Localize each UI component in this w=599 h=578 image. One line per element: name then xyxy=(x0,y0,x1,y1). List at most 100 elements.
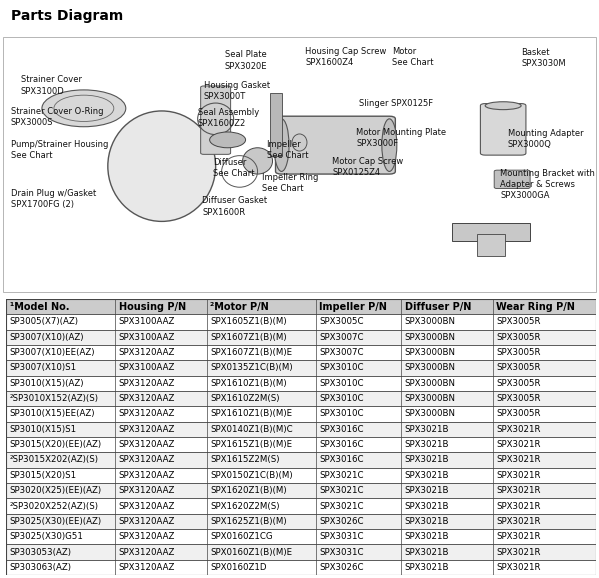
Text: Seal Plate
SPX3020E: Seal Plate SPX3020E xyxy=(225,50,267,71)
Bar xyxy=(6,345,596,360)
Text: SPX3010C: SPX3010C xyxy=(319,364,364,372)
FancyBboxPatch shape xyxy=(477,234,505,257)
Text: Mounting Adapter
SPX3000Q: Mounting Adapter SPX3000Q xyxy=(508,129,583,150)
Text: Strainer Cover
SPX3100D: Strainer Cover SPX3100D xyxy=(21,76,82,95)
Text: Slinger SPX0125F: Slinger SPX0125F xyxy=(359,99,434,108)
Text: SPX3005R: SPX3005R xyxy=(497,379,541,388)
Text: SPX3120AAZ: SPX3120AAZ xyxy=(119,409,175,418)
Text: SPX3120AAZ: SPX3120AAZ xyxy=(119,563,175,572)
Text: SPX3021C: SPX3021C xyxy=(319,471,364,480)
Bar xyxy=(6,453,596,468)
Text: SPX3016C: SPX3016C xyxy=(319,455,364,465)
Text: SPX3100AAZ: SPX3100AAZ xyxy=(119,317,175,327)
Bar xyxy=(6,329,596,345)
Bar xyxy=(6,498,596,514)
Text: SP3015(X20)(EE)(AZ): SP3015(X20)(EE)(AZ) xyxy=(10,440,102,449)
Text: SPX0160Z1D: SPX0160Z1D xyxy=(210,563,267,572)
Text: SPX3010C: SPX3010C xyxy=(319,394,364,403)
Circle shape xyxy=(210,132,246,148)
Text: ²SP3010X152(AZ)(S): ²SP3010X152(AZ)(S) xyxy=(10,394,98,403)
Text: Parts Diagram: Parts Diagram xyxy=(11,9,123,23)
Text: SP3007(X10)EE(AZ): SP3007(X10)EE(AZ) xyxy=(10,348,95,357)
Text: SPX3031C: SPX3031C xyxy=(319,532,364,541)
Bar xyxy=(6,360,596,376)
Text: SPX3021B: SPX3021B xyxy=(405,486,449,495)
Text: SPX3010C: SPX3010C xyxy=(319,379,364,388)
Text: SPX3120AAZ: SPX3120AAZ xyxy=(119,502,175,510)
Text: SP3005(X7)(AZ): SP3005(X7)(AZ) xyxy=(10,317,78,327)
Bar xyxy=(6,421,596,437)
Bar xyxy=(6,299,596,314)
Bar xyxy=(6,437,596,453)
Bar xyxy=(6,544,596,560)
Text: SPX3005R: SPX3005R xyxy=(497,394,541,403)
Text: SPX3007C: SPX3007C xyxy=(319,348,364,357)
Text: SP3007(X10)(AZ): SP3007(X10)(AZ) xyxy=(10,333,84,342)
Text: SPX3021B: SPX3021B xyxy=(405,440,449,449)
Text: SPX3000BN: SPX3000BN xyxy=(405,394,456,403)
Text: SP3010(X15)EE(AZ): SP3010(X15)EE(AZ) xyxy=(10,409,95,418)
Text: SPX3026C: SPX3026C xyxy=(319,563,364,572)
Text: SPX3021R: SPX3021R xyxy=(497,486,541,495)
Text: Impeller Ring
See Chart: Impeller Ring See Chart xyxy=(262,173,319,193)
Text: SPX3007C: SPX3007C xyxy=(319,333,364,342)
Text: SPX3021B: SPX3021B xyxy=(405,471,449,480)
Text: SPX3021B: SPX3021B xyxy=(405,517,449,526)
Ellipse shape xyxy=(274,119,289,172)
Text: SPX3120AAZ: SPX3120AAZ xyxy=(119,532,175,541)
Text: SPX0135Z1C(B)(M): SPX0135Z1C(B)(M) xyxy=(210,364,293,372)
Text: Pump/Strainer Housing
See Chart: Pump/Strainer Housing See Chart xyxy=(11,140,108,160)
Text: SPX1610Z2M(S): SPX1610Z2M(S) xyxy=(210,394,280,403)
Text: SPX3021B: SPX3021B xyxy=(405,502,449,510)
Bar xyxy=(6,391,596,406)
Bar xyxy=(6,483,596,498)
Text: SPX3120AAZ: SPX3120AAZ xyxy=(119,425,175,434)
Text: SPX3021R: SPX3021R xyxy=(497,455,541,465)
FancyBboxPatch shape xyxy=(494,170,530,188)
Text: ²SP3020X252(AZ)(S): ²SP3020X252(AZ)(S) xyxy=(10,502,98,510)
Text: SP3010(X15)(AZ): SP3010(X15)(AZ) xyxy=(10,379,84,388)
Text: SPX3016C: SPX3016C xyxy=(319,425,364,434)
Text: SPX3120AAZ: SPX3120AAZ xyxy=(119,517,175,526)
Text: SP3015(X20)S1: SP3015(X20)S1 xyxy=(10,471,77,480)
Text: SP3010(X15)S1: SP3010(X15)S1 xyxy=(10,425,77,434)
Text: SPX3021B: SPX3021B xyxy=(405,425,449,434)
FancyBboxPatch shape xyxy=(452,223,530,241)
Bar xyxy=(6,514,596,529)
Text: SPX1605Z1(B)(M): SPX1605Z1(B)(M) xyxy=(210,317,287,327)
Text: ²SP3015X202(AZ)(S): ²SP3015X202(AZ)(S) xyxy=(10,455,98,465)
Text: Drain Plug w/Gasket
SPX1700FG (2): Drain Plug w/Gasket SPX1700FG (2) xyxy=(11,188,96,209)
Text: SPX3120AAZ: SPX3120AAZ xyxy=(119,440,175,449)
Text: Strainer Cover O-Ring
SPX3000S: Strainer Cover O-Ring SPX3000S xyxy=(11,107,103,127)
Text: Housing Cap Screw
SPX1600Z4: Housing Cap Screw SPX1600Z4 xyxy=(305,46,387,66)
FancyBboxPatch shape xyxy=(480,103,526,155)
Text: SPX3021B: SPX3021B xyxy=(405,455,449,465)
Text: SPX3120AAZ: SPX3120AAZ xyxy=(119,486,175,495)
Text: SPX3010C: SPX3010C xyxy=(319,409,364,418)
Text: SP3025(X30)G51: SP3025(X30)G51 xyxy=(10,532,83,541)
Text: SPX3120AAZ: SPX3120AAZ xyxy=(119,547,175,557)
Text: SPX0150Z1C(B)(M): SPX0150Z1C(B)(M) xyxy=(210,471,293,480)
Text: SPX3120AAZ: SPX3120AAZ xyxy=(119,455,175,465)
Circle shape xyxy=(42,90,126,127)
Text: SPX3021R: SPX3021R xyxy=(497,502,541,510)
Text: SPX3005C: SPX3005C xyxy=(319,317,364,327)
Text: Seal Assembly
SPX1600Z2: Seal Assembly SPX1600Z2 xyxy=(198,108,259,128)
Text: SPX0140Z1(B)(M)C: SPX0140Z1(B)(M)C xyxy=(210,425,293,434)
Text: SPX3120AAZ: SPX3120AAZ xyxy=(119,471,175,480)
Text: Motor Mounting Plate
SPX3000F: Motor Mounting Plate SPX3000F xyxy=(356,128,446,148)
Bar xyxy=(6,314,596,329)
Text: SPX1615Z1(B)(M)E: SPX1615Z1(B)(M)E xyxy=(210,440,292,449)
Text: ¹Model No.: ¹Model No. xyxy=(10,302,69,312)
Text: SPX1607Z1(B)(M): SPX1607Z1(B)(M) xyxy=(210,333,287,342)
Text: SPX1610Z1(B)(M)E: SPX1610Z1(B)(M)E xyxy=(210,409,292,418)
Bar xyxy=(6,406,596,421)
Text: SPX3021C: SPX3021C xyxy=(319,486,364,495)
Text: SPX3021B: SPX3021B xyxy=(405,547,449,557)
FancyBboxPatch shape xyxy=(276,116,395,174)
Text: SPX3000BN: SPX3000BN xyxy=(405,364,456,372)
Text: SP3020(X25)(EE)(AZ): SP3020(X25)(EE)(AZ) xyxy=(10,486,102,495)
Text: SPX1625Z1(B)(M): SPX1625Z1(B)(M) xyxy=(210,517,287,526)
Text: SPX3120AAZ: SPX3120AAZ xyxy=(119,348,175,357)
Text: SPX3026C: SPX3026C xyxy=(319,517,364,526)
